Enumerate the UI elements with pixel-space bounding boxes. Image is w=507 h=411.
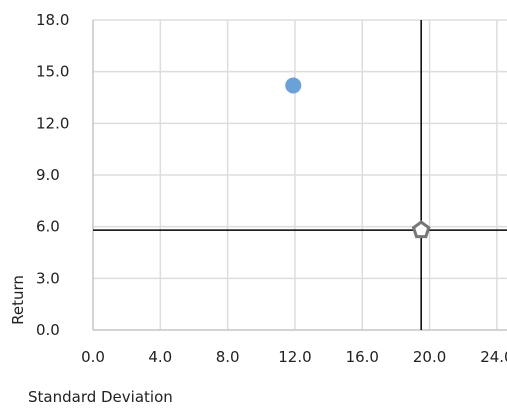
x-tick-labels: 0.0 4.0 8.0 12.0 16.0 20.0 24.0 (81, 348, 507, 366)
data-point-circle (285, 77, 302, 94)
y-tick-label: 3.0 (36, 269, 60, 287)
y-tick-label: 0.0 (36, 321, 60, 339)
axes (92, 20, 507, 331)
data-point-pentagon (411, 220, 431, 239)
x-tick-label: 16.0 (346, 348, 379, 366)
x-tick-label: 12.0 (278, 348, 311, 366)
x-tick-label: 24.0 (480, 348, 507, 366)
y-tick-label: 12.0 (36, 114, 69, 132)
y-tick-label: 9.0 (36, 166, 60, 184)
grid-lines (92, 19, 507, 331)
x-tick-label: 4.0 (148, 348, 172, 366)
y-axis-title: Return (9, 275, 27, 325)
reference-lines (93, 20, 507, 330)
data-points (285, 77, 431, 239)
y-tick-label: 18.0 (36, 11, 69, 29)
y-tick-label: 15.0 (36, 63, 69, 81)
y-tick-label: 6.0 (36, 218, 60, 236)
y-tick-labels: 0.0 3.0 6.0 9.0 12.0 15.0 18.0 (36, 11, 69, 339)
x-tick-label: 8.0 (216, 348, 240, 366)
x-axis-title: Standard Deviation (28, 388, 173, 406)
x-tick-label: 0.0 (81, 348, 105, 366)
x-tick-label: 20.0 (413, 348, 446, 366)
